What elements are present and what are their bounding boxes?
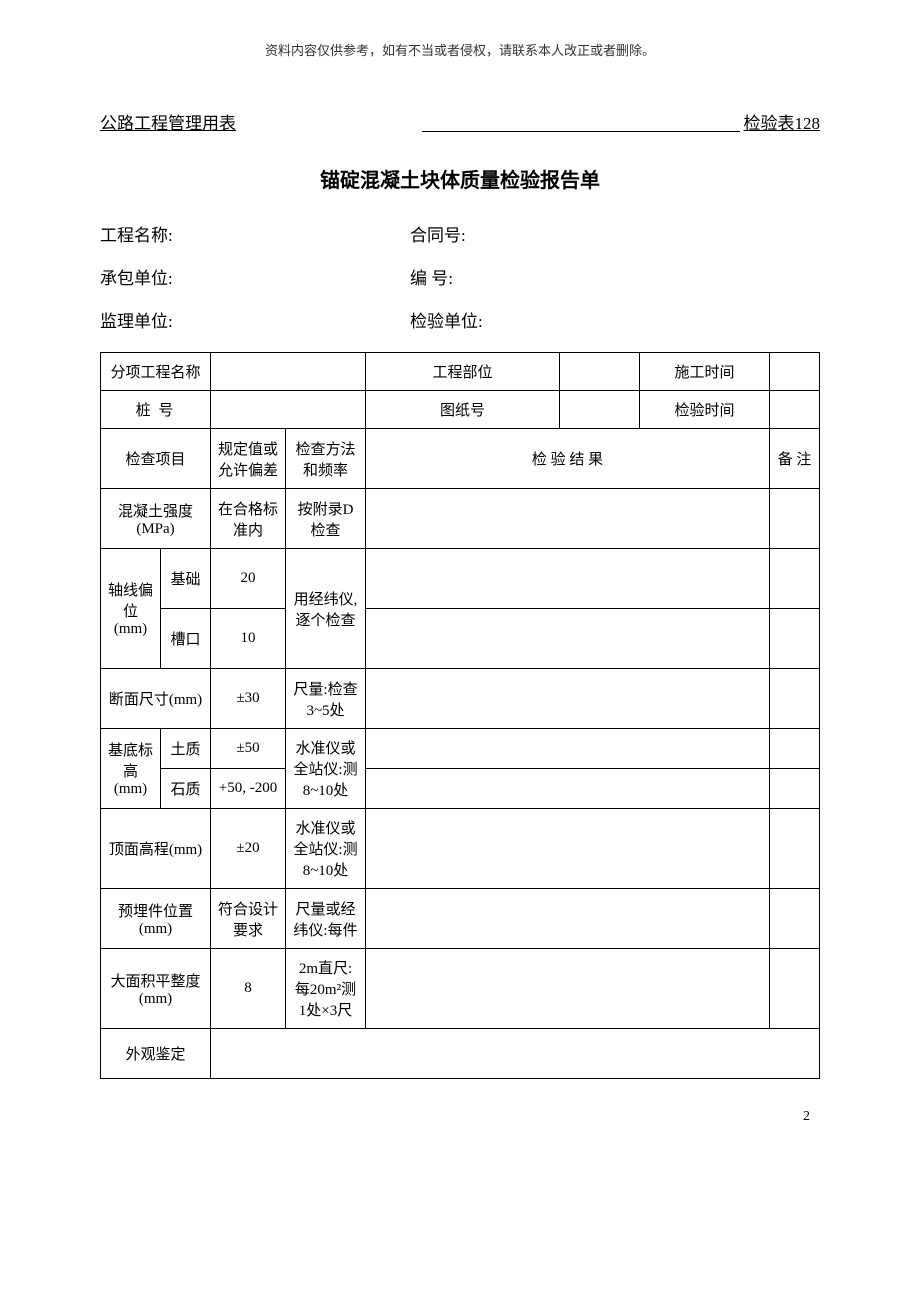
pile-no-value bbox=[211, 391, 366, 429]
axis-offset-spec1: 20 bbox=[211, 549, 286, 609]
base-elevation-note2 bbox=[770, 769, 820, 809]
table-row: 基底标高(mm) 土质 ±50 水准仪或全站仪:测8~10处 bbox=[101, 729, 820, 769]
spec-tolerance-header: 规定值或允许偏差 bbox=[211, 429, 286, 489]
check-result-header: 检 验 结 果 bbox=[366, 429, 770, 489]
project-part-value bbox=[560, 353, 640, 391]
concrete-strength-note bbox=[770, 489, 820, 549]
table-row: 断面尺寸(mm) ±30 尺量:检查3~5处 bbox=[101, 669, 820, 729]
contract-label: 合同号: bbox=[410, 221, 820, 246]
appearance-item: 外观鉴定 bbox=[101, 1029, 211, 1079]
embedded-pos-item: 预埋件位置(mm) bbox=[101, 889, 211, 949]
table-row: 预埋件位置(mm) 符合设计要求 尺量或经纬仪:每件 bbox=[101, 889, 820, 949]
concrete-strength-result bbox=[366, 489, 770, 549]
concrete-strength-item: 混凝土强度(MPa) bbox=[101, 489, 211, 549]
axis-offset-note1 bbox=[770, 549, 820, 609]
appearance-value bbox=[211, 1029, 820, 1079]
flatness-item: 大面积平整度(mm) bbox=[101, 949, 211, 1029]
section-size-note bbox=[770, 669, 820, 729]
base-elevation-note1 bbox=[770, 729, 820, 769]
table-row: 检查项目 规定值或允许偏差 检查方法和频率 检 验 结 果 备 注 bbox=[101, 429, 820, 489]
table-row: 大面积平整度(mm) 8 2m直尺:每20m²测1处×3尺 bbox=[101, 949, 820, 1029]
table-row: 桩 号 图纸号 检验时间 bbox=[101, 391, 820, 429]
flatness-method: 2m直尺:每20m²测1处×3尺 bbox=[286, 949, 366, 1029]
construction-time-header: 施工时间 bbox=[640, 353, 770, 391]
table-row: 混凝土强度(MPa) 在合格标准内 按附录D检查 bbox=[101, 489, 820, 549]
contractor-label: 承包单位: bbox=[100, 264, 410, 289]
concrete-strength-spec: 在合格标准内 bbox=[211, 489, 286, 549]
top-elevation-note bbox=[770, 809, 820, 889]
flatness-spec: 8 bbox=[211, 949, 286, 1029]
check-method-header: 检查方法和频率 bbox=[286, 429, 366, 489]
axis-offset-spec2: 10 bbox=[211, 609, 286, 669]
base-elevation-result1 bbox=[366, 729, 770, 769]
page-number: 2 bbox=[100, 1109, 820, 1125]
base-elevation-sub2: 石质 bbox=[161, 769, 211, 809]
table-row: 分项工程名称 工程部位 施工时间 bbox=[101, 353, 820, 391]
base-elevation-spec2: +50, -200 bbox=[211, 769, 286, 809]
axis-offset-note2 bbox=[770, 609, 820, 669]
construction-time-value bbox=[770, 353, 820, 391]
inspection-time-value bbox=[770, 391, 820, 429]
pile-no-header: 桩 号 bbox=[101, 391, 211, 429]
table-row: 外观鉴定 bbox=[101, 1029, 820, 1079]
axis-offset-item: 轴线偏位(mm) bbox=[101, 549, 161, 669]
embedded-pos-spec: 符合设计要求 bbox=[211, 889, 286, 949]
table-row: 顶面高程(mm) ±20 水准仪或全站仪:测8~10处 bbox=[101, 809, 820, 889]
header-underline bbox=[422, 109, 740, 132]
top-elevation-item: 顶面高程(mm) bbox=[101, 809, 211, 889]
section-size-method: 尺量:检查3~5处 bbox=[286, 669, 366, 729]
project-name-label: 工程名称: bbox=[100, 221, 410, 246]
subitem-name-header: 分项工程名称 bbox=[101, 353, 211, 391]
base-elevation-spec1: ±50 bbox=[211, 729, 286, 769]
embedded-pos-method: 尺量或经纬仪:每件 bbox=[286, 889, 366, 949]
table-row: 槽口 10 bbox=[101, 609, 820, 669]
drawing-no-header: 图纸号 bbox=[366, 391, 560, 429]
section-size-result bbox=[366, 669, 770, 729]
base-elevation-result2 bbox=[366, 769, 770, 809]
subitem-name-value bbox=[211, 353, 366, 391]
form-header: 公路工程管理用表 检验表128 bbox=[100, 109, 820, 134]
axis-offset-result2 bbox=[366, 609, 770, 669]
base-elevation-item: 基底标高(mm) bbox=[101, 729, 161, 809]
axis-offset-method: 用经纬仪,逐个检查 bbox=[286, 549, 366, 669]
inspector-label: 检验单位: bbox=[410, 307, 820, 332]
info-row-1: 工程名称: 合同号: bbox=[100, 221, 820, 246]
drawing-no-value bbox=[560, 391, 640, 429]
table-row: 轴线偏位(mm) 基础 20 用经纬仪,逐个检查 bbox=[101, 549, 820, 609]
header-left: 公路工程管理用表 bbox=[100, 109, 418, 134]
top-elevation-spec: ±20 bbox=[211, 809, 286, 889]
top-elevation-method: 水准仪或全站仪:测8~10处 bbox=[286, 809, 366, 889]
section-size-item: 断面尺寸(mm) bbox=[101, 669, 211, 729]
section-size-spec: ±30 bbox=[211, 669, 286, 729]
flatness-result bbox=[366, 949, 770, 1029]
axis-offset-result1 bbox=[366, 549, 770, 609]
concrete-strength-method: 按附录D检查 bbox=[286, 489, 366, 549]
note-header: 备 注 bbox=[770, 429, 820, 489]
inspection-time-header: 检验时间 bbox=[640, 391, 770, 429]
check-item-header: 检查项目 bbox=[101, 429, 211, 489]
disclaimer-note: 资料内容仅供参考，如有不当或者侵权，请联系本人改正或者删除。 bbox=[100, 40, 820, 59]
embedded-pos-note bbox=[770, 889, 820, 949]
inspection-table: 分项工程名称 工程部位 施工时间 桩 号 图纸号 检验时间 检查项目 规定值或允… bbox=[100, 352, 820, 1079]
axis-offset-sub2: 槽口 bbox=[161, 609, 211, 669]
project-part-header: 工程部位 bbox=[366, 353, 560, 391]
info-row-3: 监理单位: 检验单位: bbox=[100, 307, 820, 332]
info-row-2: 承包单位: 编 号: bbox=[100, 264, 820, 289]
flatness-note bbox=[770, 949, 820, 1029]
supervisor-label: 监理单位: bbox=[100, 307, 410, 332]
embedded-pos-result bbox=[366, 889, 770, 949]
table-row: 石质 +50, -200 bbox=[101, 769, 820, 809]
serial-label: 编 号: bbox=[410, 264, 820, 289]
form-title: 锚碇混凝土块体质量检验报告单 bbox=[100, 164, 820, 193]
header-right: 检验表128 bbox=[744, 109, 821, 134]
base-elevation-sub1: 土质 bbox=[161, 729, 211, 769]
axis-offset-sub1: 基础 bbox=[161, 549, 211, 609]
base-elevation-method: 水准仪或全站仪:测8~10处 bbox=[286, 729, 366, 809]
top-elevation-result bbox=[366, 809, 770, 889]
